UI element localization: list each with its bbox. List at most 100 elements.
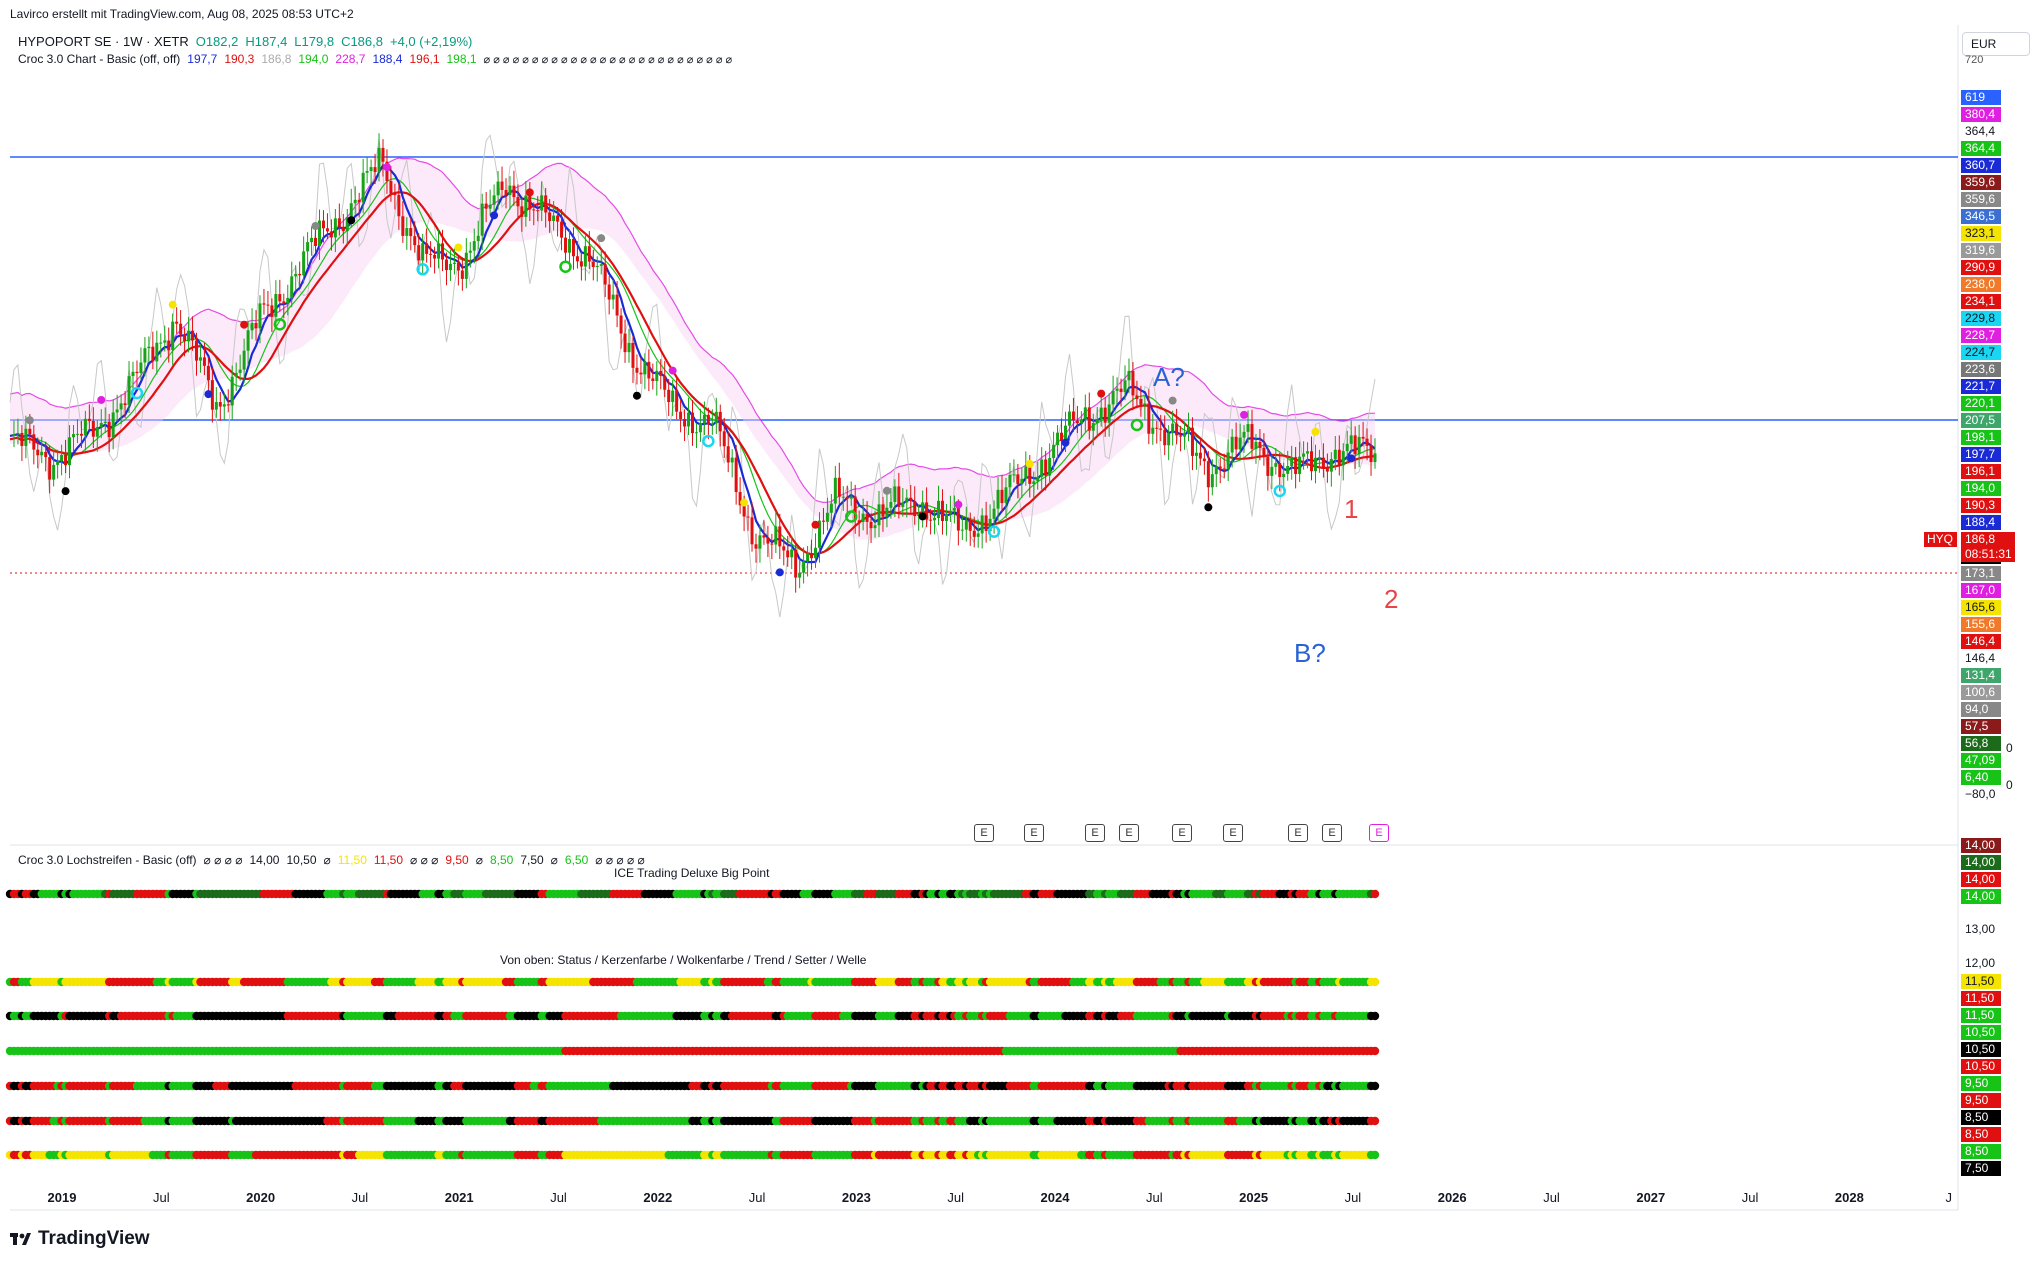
earnings-badge[interactable]: E <box>1288 824 1308 842</box>
signal-ring <box>1130 418 1144 432</box>
candle-body <box>306 242 310 252</box>
annotation-2: 2 <box>1384 584 1399 614</box>
candle-body <box>587 246 591 262</box>
candle-body <box>1151 427 1155 434</box>
candle-body <box>83 418 87 436</box>
tradingview-logo[interactable]: TradingView <box>10 1228 150 1250</box>
candle-body <box>746 516 750 518</box>
strip-dot <box>1370 1081 1380 1091</box>
candle-body <box>1083 407 1087 420</box>
candle-body <box>183 334 187 342</box>
signal-ring <box>130 386 144 400</box>
earnings-badge[interactable]: E <box>1172 824 1192 842</box>
currency-button[interactable]: EUR <box>1962 32 2030 56</box>
candle-body <box>198 357 202 361</box>
signal-ring <box>844 510 858 523</box>
signal-dot <box>382 163 391 172</box>
lower-axis-label: 10,50 <box>1961 1025 2001 1040</box>
candle-body <box>1246 424 1250 432</box>
candle-body <box>1333 449 1337 459</box>
candle-body <box>548 212 552 221</box>
earnings-badge[interactable]: E <box>974 824 994 842</box>
lower-axis-label: 11,50 <box>1961 974 2001 989</box>
candle-body <box>167 340 171 351</box>
earnings-badge[interactable]: E <box>1085 824 1105 842</box>
strip-dot <box>1370 1046 1380 1056</box>
lower-indicator-legend[interactable]: Croc 3.0 Lochstreifen - Basic (off) ⌀ ⌀ … <box>18 853 645 867</box>
signal-dot <box>740 498 749 507</box>
candle-body <box>433 254 437 259</box>
candle-body <box>671 390 675 403</box>
candle-body <box>270 305 274 317</box>
lagging-line <box>9 134 1376 618</box>
candle-body <box>1298 456 1302 475</box>
price-axis-label: 207,5 <box>1961 413 2001 428</box>
strip-dot <box>1370 977 1380 987</box>
ohlc-open: O182,2 <box>195 34 239 49</box>
price-axis-label: 229,8 <box>1961 311 2001 326</box>
price-axis-label: 364,4 <box>1961 124 2001 139</box>
earnings-badge[interactable]: E <box>1119 824 1139 842</box>
lower-indicator-value: 11,50 <box>337 853 367 867</box>
candle-body <box>421 243 425 261</box>
candle-body <box>246 330 250 351</box>
candle-body <box>1079 419 1083 424</box>
earnings-badge[interactable]: E <box>1322 824 1342 842</box>
signal-dot <box>632 391 641 400</box>
candle-body <box>929 519 933 521</box>
top-price-tick: 720 <box>1965 54 1984 66</box>
time-axis-label: Jul <box>748 1190 766 1205</box>
candle-body <box>254 322 258 329</box>
price-axis-label: 100,6 <box>1961 685 2001 700</box>
candle-body <box>595 265 599 268</box>
annotation-1: 1 <box>1344 494 1359 524</box>
candle-body <box>52 464 56 480</box>
indicator-legend[interactable]: Croc 3.0 Chart - Basic (off, off) 197,7 1… <box>18 52 732 66</box>
symbol-legend[interactable]: HYPOPORT SE · 1W · XETR O182,2 H187,4 L1… <box>18 34 472 49</box>
candle-body <box>429 253 433 255</box>
candle-body <box>1210 474 1214 488</box>
candle-body <box>552 215 556 221</box>
candle-body <box>1258 441 1262 448</box>
candle-body <box>810 553 814 559</box>
candle-body <box>147 346 151 349</box>
candle-body <box>1238 437 1242 450</box>
candle-body <box>948 510 952 514</box>
indicator-empty-values: ⌀ ⌀ ⌀ ⌀ ⌀ ⌀ ⌀ ⌀ ⌀ ⌀ ⌀ ⌀ ⌀ ⌀ ⌀ ⌀ ⌀ ⌀ ⌀ ⌀ … <box>483 53 733 66</box>
candle-body <box>131 371 135 377</box>
lower-indicator-value: 14,00 <box>249 853 280 867</box>
signal-dot <box>811 520 820 529</box>
candle-body <box>202 357 206 366</box>
earnings-badge-upcoming[interactable]: E <box>1369 824 1389 842</box>
annotation-b: B? <box>1294 638 1326 668</box>
candle-body <box>881 504 885 517</box>
lower-axis-label: 10,50 <box>1961 1059 2001 1074</box>
price-axis-label: 224,7 <box>1961 345 2001 360</box>
creator-credit: Lavirco erstellt mit TradingView.com, Au… <box>10 7 354 21</box>
candle-body <box>738 492 742 506</box>
earnings-badge[interactable]: E <box>1024 824 1044 842</box>
price-axis-label: 238,0 <box>1961 277 2001 292</box>
earnings-badge[interactable]: E <box>1223 824 1243 842</box>
indicator-value: 194,0 <box>298 52 329 66</box>
candle-body <box>1012 474 1016 476</box>
brand-name: TradingView <box>38 1228 150 1249</box>
candle-body <box>218 402 222 407</box>
price-axis-label: 196,1 <box>1961 464 2001 479</box>
price-axis-label: 290,9 <box>1961 260 2001 275</box>
price-axis-label: 146,4 <box>1961 634 2001 649</box>
candle-body <box>123 403 127 406</box>
lower-indicator-value: 9,50 <box>445 853 469 867</box>
candle-body <box>921 502 925 515</box>
candle-body <box>579 261 583 267</box>
candle-body <box>520 206 524 217</box>
candle-body <box>143 348 147 363</box>
time-axis-label: J <box>1945 1190 1952 1205</box>
candle-body <box>1115 388 1119 391</box>
candle-body <box>758 535 762 549</box>
lower-indicator-value: 10,50 <box>286 853 317 867</box>
candle-body <box>718 411 722 432</box>
cloud-area <box>10 157 1375 541</box>
lower-axis-label: 9,50 <box>1961 1093 2001 1108</box>
